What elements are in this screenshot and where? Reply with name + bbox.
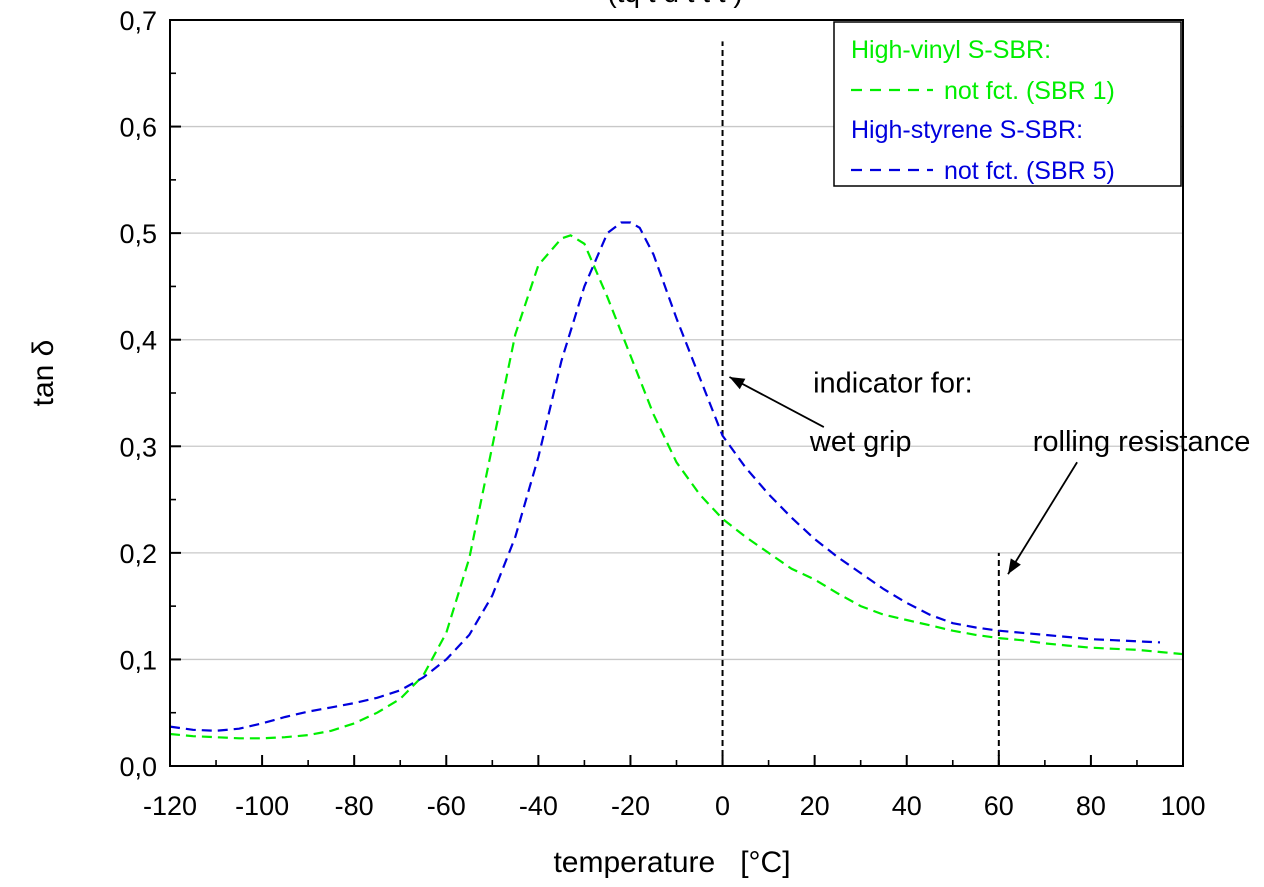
x-tick-label: -120 xyxy=(143,791,197,821)
marker-lines xyxy=(721,41,1000,766)
grid-lines xyxy=(170,125,1183,661)
x-tick-label: 80 xyxy=(1076,791,1106,821)
legend-group-label: High-styrene S-SBR: xyxy=(851,116,1083,144)
axis-tick-labels: -120 -100 -80 -60 -40 -20 0 20 40 60 80 100 0,0 0,1 0,… xyxy=(119,6,1205,821)
y-tick-label: 0,7 xyxy=(119,6,157,36)
y-tick-label: 0,3 xyxy=(119,432,157,462)
series-line xyxy=(169,221,1161,732)
y-tick-label: 0,2 xyxy=(119,539,157,569)
x-tick-label: -40 xyxy=(519,791,558,821)
y-tick-label: 0,6 xyxy=(119,113,157,143)
legend-group-label: High-vinyl S-SBR: xyxy=(851,36,1051,64)
y-axis-label: tan δ xyxy=(27,340,60,407)
legend: High-vinyl S-SBR: not fct. (SBR 1) High-st… xyxy=(833,21,1182,187)
annotations: indicator for: wet grip rolling resistance xyxy=(729,367,1251,575)
annotation-text: rolling resistance xyxy=(1033,426,1251,458)
y-tick-label: 0,4 xyxy=(119,326,157,356)
annotation-arrow-line xyxy=(1007,461,1078,575)
annotation-text: indicator for: xyxy=(813,367,973,399)
annotation-arrow-head xyxy=(1008,558,1021,575)
legend-entry-label: not fct. (SBR 5) xyxy=(944,157,1115,185)
y-tick-label: 0,1 xyxy=(119,645,157,675)
x-tick-label: 60 xyxy=(984,791,1014,821)
axis-ticks xyxy=(169,19,1184,767)
annotation-text: wet grip xyxy=(809,426,912,458)
x-axis-label: temperature [°C] xyxy=(553,846,790,879)
x-tick-label: 0 xyxy=(715,791,730,821)
legend-box xyxy=(833,21,1182,187)
x-tick-label: -20 xyxy=(611,791,650,821)
x-tick-label: 20 xyxy=(800,791,830,821)
x-tick-label: 40 xyxy=(892,791,922,821)
x-tick-label: -60 xyxy=(427,791,466,821)
x-tick-label: -100 xyxy=(235,791,289,821)
chart-title-fragment: (tq t d t t t ) xyxy=(607,0,742,8)
annotation-arrow-head xyxy=(729,377,746,390)
y-tick-label: 0,0 xyxy=(119,752,157,782)
x-tick-label: 100 xyxy=(1160,791,1205,821)
y-tick-label: 0,5 xyxy=(119,219,157,249)
series-lines xyxy=(169,221,1184,740)
series-line xyxy=(169,234,1184,740)
legend-entry-label: not fct. (SBR 1) xyxy=(944,77,1115,105)
annotation-arrow-line xyxy=(729,376,825,428)
x-tick-label: -80 xyxy=(335,791,374,821)
